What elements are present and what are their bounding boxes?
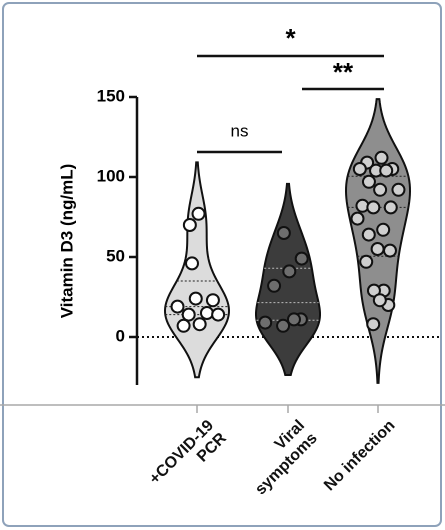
data-point	[276, 318, 291, 333]
data-point	[361, 227, 376, 242]
data-point	[282, 264, 297, 279]
data-point	[170, 299, 185, 314]
data-point	[352, 162, 367, 176]
y-axis-label: Vitamin D3 (ng/mL)	[57, 164, 76, 319]
data-point	[383, 200, 398, 215]
y-tick-label: 0	[116, 326, 125, 345]
data-point	[370, 242, 385, 256]
violin	[344, 98, 412, 384]
significance-label: **	[333, 57, 354, 87]
data-point	[185, 256, 200, 271]
significance-label: *	[285, 23, 296, 53]
violin	[163, 161, 231, 379]
data-point	[374, 150, 389, 165]
data-point	[267, 278, 282, 293]
data-point	[199, 306, 214, 320]
data-point	[286, 312, 301, 327]
data-point	[211, 307, 226, 322]
data-point	[373, 182, 388, 197]
data-point	[372, 293, 387, 308]
data-point	[382, 243, 397, 258]
frame	[2, 2, 442, 527]
violin	[254, 182, 322, 376]
data-point	[376, 222, 391, 237]
data-point	[379, 163, 394, 178]
data-point	[391, 182, 406, 197]
significance-label: ns	[231, 121, 249, 140]
data-point	[366, 200, 381, 215]
data-point	[359, 254, 374, 269]
data-point	[182, 218, 197, 232]
data-point	[361, 174, 376, 189]
data-point	[192, 317, 207, 332]
data-point	[366, 317, 381, 332]
data-point	[181, 307, 196, 322]
data-point	[294, 251, 309, 266]
data-point	[258, 315, 273, 330]
data-point	[276, 226, 291, 240]
data-point	[350, 211, 365, 226]
data-point	[205, 293, 220, 308]
data-point	[191, 206, 206, 221]
y-tick-label: 50	[106, 246, 125, 265]
data-point	[188, 291, 203, 306]
y-tick-label: 150	[97, 86, 125, 105]
y-tick-label: 100	[97, 166, 125, 185]
data-point	[176, 318, 191, 333]
